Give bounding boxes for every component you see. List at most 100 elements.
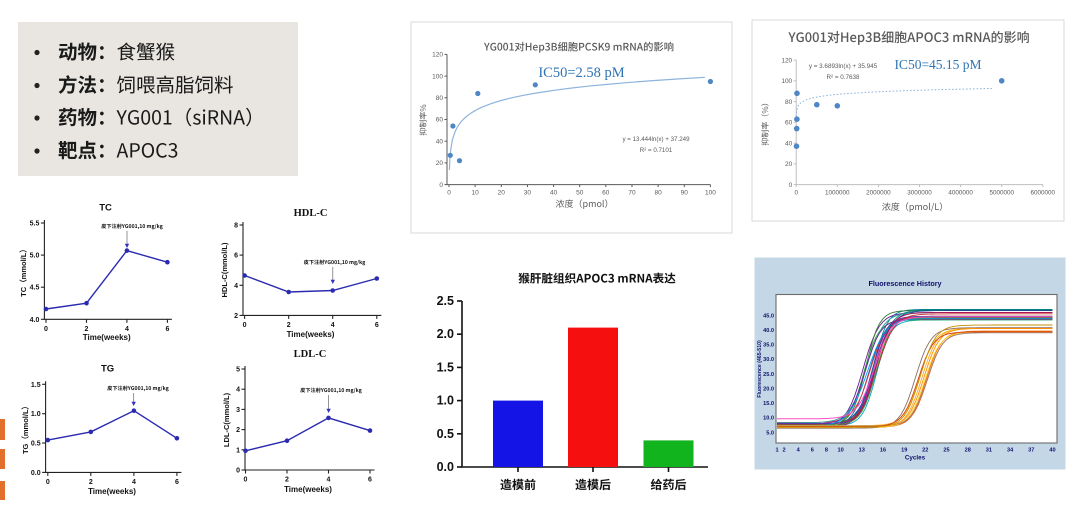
svg-text:60: 60 — [785, 120, 793, 127]
svg-text:28: 28 — [965, 448, 971, 454]
svg-text:y = 13.444ln(x) + 37.249: y = 13.444ln(x) + 37.249 — [622, 136, 690, 143]
svg-text:1: 1 — [775, 448, 778, 454]
svg-text:80: 80 — [436, 95, 444, 102]
svg-text:40: 40 — [550, 190, 558, 197]
svg-text:4000000: 4000000 — [948, 190, 973, 197]
svg-text:0: 0 — [243, 322, 247, 329]
svg-text:4.0: 4.0 — [30, 317, 40, 324]
svg-text:80: 80 — [654, 190, 662, 197]
svg-text:Time(weeks): Time(weeks) — [83, 333, 131, 342]
svg-text:3000000: 3000000 — [907, 190, 932, 197]
svg-text:34: 34 — [1007, 448, 1014, 454]
svg-text:0.5: 0.5 — [437, 427, 454, 441]
svg-text:2: 2 — [783, 448, 786, 454]
svg-text:HDL-C(mmol/L): HDL-C(mmol/L) — [220, 242, 229, 297]
svg-text:37: 37 — [1028, 448, 1034, 454]
svg-text:13: 13 — [859, 448, 865, 454]
svg-text:6: 6 — [811, 448, 814, 454]
svg-text:2: 2 — [234, 313, 238, 320]
svg-text:LDL-C(mmol/L): LDL-C(mmol/L) — [222, 392, 231, 447]
svg-text:2.0: 2.0 — [437, 327, 454, 341]
svg-text:6: 6 — [234, 253, 238, 260]
svg-text:2.5: 2.5 — [437, 294, 454, 308]
svg-text:1.5: 1.5 — [31, 382, 41, 389]
svg-text:8: 8 — [234, 223, 238, 230]
svg-text:IC50=2.58 pM: IC50=2.58 pM — [538, 65, 624, 81]
svg-text:TG（mmol/L）: TG（mmol/L） — [20, 402, 30, 454]
svg-text:8: 8 — [825, 448, 828, 454]
svg-text:90: 90 — [681, 190, 689, 197]
svg-text:Time(weeks): Time(weeks) — [284, 485, 332, 494]
svg-text:1: 1 — [236, 447, 240, 454]
svg-text:5.0: 5.0 — [30, 253, 40, 260]
svg-text:1.0: 1.0 — [31, 411, 41, 418]
svg-text:0.0: 0.0 — [31, 470, 41, 477]
svg-text:35.0: 35.0 — [763, 343, 774, 349]
svg-text:80: 80 — [785, 99, 793, 106]
svg-text:HDL-C: HDL-C — [294, 208, 328, 219]
svg-text:0: 0 — [46, 479, 50, 486]
svg-text:0: 0 — [236, 468, 240, 475]
svg-text:R² = 0.7638: R² = 0.7638 — [826, 74, 860, 81]
svg-text:4: 4 — [236, 387, 240, 394]
svg-text:y = 3.6893ln(x) + 35.945: y = 3.6893ln(x) + 35.945 — [809, 63, 878, 70]
svg-text:6000000: 6000000 — [1031, 190, 1056, 197]
svg-text:10: 10 — [837, 448, 843, 454]
svg-text:4: 4 — [125, 326, 129, 333]
svg-text:6: 6 — [368, 477, 372, 484]
svg-text:TC（mmol/L）: TC（mmol/L） — [18, 245, 28, 297]
svg-text:Fluorescence (465-510): Fluorescence (465-510) — [757, 340, 763, 398]
svg-text:10.0: 10.0 — [763, 416, 774, 422]
svg-text:31: 31 — [986, 448, 992, 454]
svg-text:4: 4 — [331, 322, 335, 329]
svg-text:100: 100 — [705, 190, 716, 197]
svg-text:Cycles: Cycles — [905, 455, 926, 462]
svg-text:1.5: 1.5 — [437, 360, 454, 374]
svg-text:4: 4 — [327, 477, 331, 484]
svg-text:4: 4 — [797, 448, 801, 454]
svg-text:10: 10 — [471, 190, 479, 197]
svg-text:50: 50 — [576, 190, 584, 197]
svg-text:25: 25 — [943, 448, 949, 454]
svg-text:5.5: 5.5 — [30, 221, 40, 228]
svg-text:6: 6 — [175, 479, 179, 486]
svg-text:2: 2 — [85, 326, 89, 333]
svg-text:TG: TG — [101, 364, 114, 375]
svg-text:0.0: 0.0 — [437, 460, 454, 474]
svg-text:TC: TC — [99, 203, 112, 214]
svg-text:6: 6 — [375, 322, 379, 329]
svg-text:120: 120 — [432, 52, 443, 59]
svg-text:100: 100 — [781, 78, 792, 85]
svg-text:4: 4 — [132, 479, 136, 486]
svg-text:40.0: 40.0 — [763, 328, 774, 334]
svg-text:0: 0 — [439, 182, 443, 189]
svg-text:15.0: 15.0 — [763, 401, 774, 407]
svg-text:Fluorescence History: Fluorescence History — [868, 279, 941, 288]
svg-text:1.0: 1.0 — [437, 394, 454, 408]
svg-text:Time(weeks): Time(weeks) — [88, 487, 136, 496]
svg-text:5.0: 5.0 — [766, 430, 774, 436]
svg-text:4.5: 4.5 — [30, 285, 40, 292]
svg-text:2: 2 — [285, 477, 289, 484]
svg-text:100: 100 — [432, 73, 443, 80]
svg-text:120: 120 — [781, 57, 792, 64]
svg-text:0: 0 — [44, 326, 48, 333]
svg-text:LDL-C: LDL-C — [294, 349, 327, 360]
svg-text:20.0: 20.0 — [763, 386, 774, 392]
svg-text:60: 60 — [602, 190, 610, 197]
svg-text:R² = 0.7101: R² = 0.7101 — [640, 147, 673, 154]
svg-text:45.0: 45.0 — [763, 313, 774, 319]
svg-text:70: 70 — [628, 190, 636, 197]
svg-text:IC50=45.15 pM: IC50=45.15 pM — [894, 57, 981, 72]
svg-text:0: 0 — [789, 182, 793, 189]
svg-text:0: 0 — [447, 190, 451, 197]
svg-text:16: 16 — [880, 448, 886, 454]
svg-text:20: 20 — [498, 190, 506, 197]
svg-text:20: 20 — [785, 161, 793, 168]
svg-text:60: 60 — [436, 117, 444, 124]
svg-text:40: 40 — [785, 140, 793, 147]
svg-text:19: 19 — [901, 448, 907, 454]
svg-text:30.0: 30.0 — [763, 357, 774, 363]
svg-text:0: 0 — [244, 477, 248, 484]
svg-text:30: 30 — [524, 190, 532, 197]
